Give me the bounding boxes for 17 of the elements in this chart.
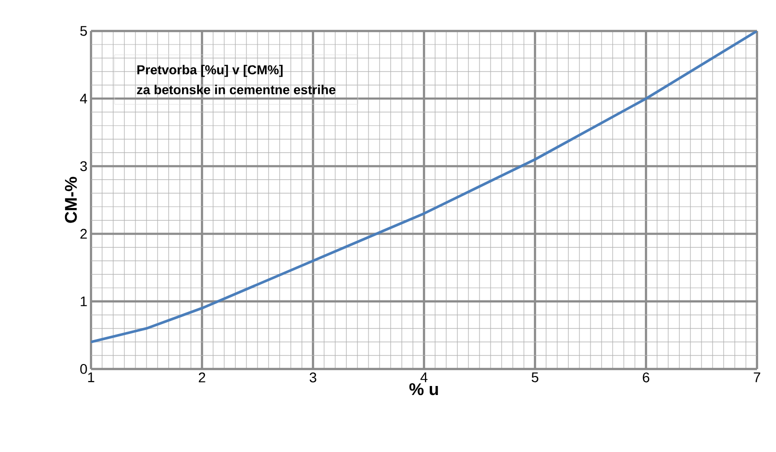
x-tick-label: 4	[420, 372, 428, 382]
y-tick-label: 1	[80, 296, 87, 306]
text: Pretvorba [%u] v [CM%]	[137, 64, 283, 77]
text: za betonske in cementne estrihe	[137, 84, 336, 94]
x-tick-label: 6	[642, 372, 650, 382]
x-tick-label: 5	[532, 372, 538, 382]
y-axis-title: CM-%	[64, 176, 77, 223]
y-tick-label: 5	[80, 26, 87, 36]
x-axis-title: % u	[409, 383, 438, 396]
x-tick-label: 2	[198, 372, 206, 382]
x-tick-label: 1	[88, 372, 94, 382]
y-tick-label: 4	[80, 94, 88, 104]
y-tick-label: 2	[80, 228, 87, 239]
x-tick-label: 7	[754, 372, 760, 382]
y-tick-label: 0	[80, 364, 87, 374]
y-tick-label: 3	[80, 161, 87, 172]
x-tick-label: 3	[310, 372, 316, 382]
